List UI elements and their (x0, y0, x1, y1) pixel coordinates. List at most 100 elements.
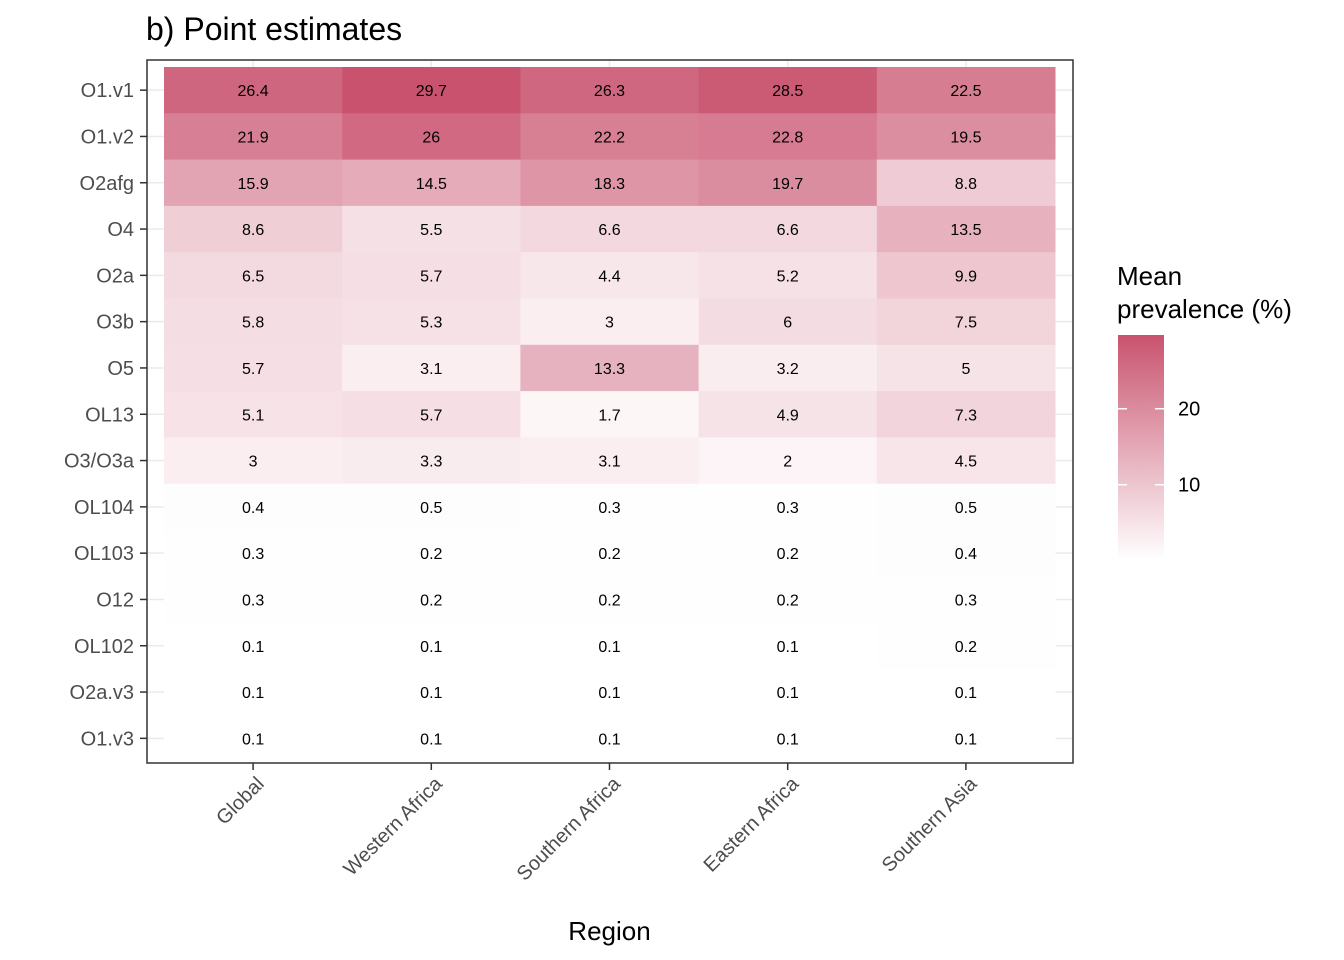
cell-value-label: 6.6 (598, 222, 620, 239)
heatmap-cell-o3b-southern-africa (520, 298, 700, 346)
heatmap-cell-o1-v2-western-africa (342, 113, 521, 161)
y-tick-label-ol102: OL102 (74, 636, 134, 658)
cell-value-label: 3 (249, 454, 258, 471)
heatmap-cell-ol102-southern-africa (520, 622, 700, 670)
x-tick-label-eastern-africa: Eastern Africa (700, 772, 804, 876)
heatmap-cell-o1-v2-global (164, 113, 343, 161)
cell-value-label: 0.2 (420, 592, 442, 609)
cell-value-label: 0.5 (420, 500, 442, 517)
heatmap-cell-o1-v2-southern-africa (520, 113, 700, 161)
cell-value-label: 8.8 (955, 176, 977, 193)
y-tick-label-o2a: O2a (96, 265, 135, 287)
heatmap-cell-o1-v1-western-africa (342, 67, 521, 114)
y-tick-label-ol103: OL103 (74, 543, 134, 565)
y-tick-label-o1-v3: O1.v3 (81, 728, 134, 750)
heatmap-cell-o12-global (164, 576, 343, 624)
heatmap-cell-ol102-eastern-africa (698, 622, 878, 670)
heatmap-cell-o12-eastern-africa (698, 576, 878, 624)
cell-value-label: 5.2 (777, 268, 799, 285)
heatmap-cell-ol13-eastern-africa (698, 391, 878, 438)
cell-value-label: 14.5 (416, 176, 447, 193)
cell-value-label: 5.7 (420, 407, 442, 424)
heatmap-cell-o12-southern-asia (876, 576, 1056, 624)
y-tick-label-o3b: O3b (96, 312, 134, 334)
cell-value-label: 0.1 (242, 639, 264, 656)
heatmap-cell-o2a-v3-southern-asia (876, 668, 1056, 716)
cell-value-label: 7.3 (955, 407, 977, 424)
heatmap-cell-o5-southern-asia (876, 344, 1056, 392)
cell-value-label: 8.6 (242, 222, 264, 239)
legend-ticks: 10 20 (1118, 399, 1200, 497)
heatmap-cell-o2a-eastern-africa (698, 252, 878, 299)
heatmap-cell-o1-v2-southern-asia (876, 113, 1056, 161)
legend-title: Mean prevalence (%) (1117, 261, 1292, 324)
heatmap-cell-ol103-global (164, 530, 343, 577)
heatmap-cell-o12-western-africa (342, 576, 521, 624)
heatmap-cell-ol104-southern-africa (520, 483, 700, 531)
cell-value-label: 4.9 (777, 407, 799, 424)
cell-value-label: 6 (783, 315, 792, 332)
cell-value-label: 0.1 (777, 685, 799, 702)
cell-value-label: 0.2 (598, 592, 620, 609)
heatmap-cell-o5-global (164, 344, 343, 392)
cell-value-label: 5.7 (420, 268, 442, 285)
heatmap-cell-o3b-eastern-africa (698, 298, 878, 346)
cell-value-label: 0.2 (598, 546, 620, 563)
y-axis-ticks: O1.v1 O1.v2 O2afg O4 O2a O3b O5 OL13 O3/O3a OL104… (64, 80, 147, 750)
cell-value-label: 5.5 (420, 222, 442, 239)
heatmap-cell-o4-southern-africa (520, 205, 700, 253)
cell-value-label: 4.5 (955, 454, 977, 471)
cell-value-label: 2 (783, 454, 792, 471)
y-tick-label-o12: O12 (96, 589, 134, 611)
y-tick-label-ol13: OL13 (85, 404, 134, 426)
cell-value-label: 13.5 (950, 222, 981, 239)
cell-value-label: 0.2 (777, 592, 799, 609)
cell-value-label: 26 (422, 129, 440, 146)
heatmap-cell-o5-eastern-africa (698, 344, 878, 392)
heatmap-cell-o4-western-africa (342, 205, 521, 253)
heatmap-cells (164, 67, 1056, 762)
heatmap-cell-ol103-western-africa (342, 530, 521, 577)
heatmap-cell-ol13-global (164, 391, 343, 438)
cell-value-label: 5 (961, 361, 970, 378)
cell-value-label: 26.4 (238, 83, 269, 100)
cell-value-label: 22.8 (772, 129, 803, 146)
heatmap-cell-o3b-global (164, 298, 343, 346)
cell-value-label: 0.1 (420, 639, 442, 656)
x-tick-label-western-africa: Western Africa (340, 772, 448, 880)
heatmap-cell-o3b-western-africa (342, 298, 521, 346)
cell-value-label: 18.3 (594, 176, 625, 193)
cell-value-label: 13.3 (594, 361, 625, 378)
cell-value-label: 0.3 (955, 592, 977, 609)
cell-value-label: 5.1 (242, 407, 264, 424)
heatmap-cell-o1-v1-southern-africa (520, 67, 700, 114)
x-tick-label-global: Global (212, 773, 268, 829)
cell-value-label: 0.3 (242, 546, 264, 563)
cell-value-label: 3.2 (777, 361, 799, 378)
heatmap-cell-o1-v1-southern-asia (876, 67, 1056, 114)
legend-colorbar (1118, 335, 1164, 560)
cell-value-label: 3.1 (598, 454, 620, 471)
heatmap-cell-o3-o3a-western-africa (342, 437, 521, 485)
cell-value-label: 6.5 (242, 268, 264, 285)
cell-value-label: 0.1 (242, 685, 264, 702)
heatmap-cell-ol103-southern-asia (876, 530, 1056, 577)
cell-value-label: 3 (605, 315, 614, 332)
x-tick-label-southern-africa: Southern Africa (513, 772, 626, 885)
heatmap-cell-ol104-western-africa (342, 483, 521, 531)
cell-value-label: 0.1 (242, 731, 264, 748)
heatmap-cell-ol103-eastern-africa (698, 530, 878, 577)
cell-value-labels: 26.4 29.7 26.3 28.5 22.521.9 26 22.2 22.8 19.515… (238, 83, 982, 748)
cell-value-label: 0.1 (420, 685, 442, 702)
heatmap-cell-o2a-v3-western-africa (342, 668, 521, 716)
cell-value-label: 28.5 (772, 83, 803, 100)
heatmap-cell-ol102-southern-asia (876, 622, 1056, 670)
heatmap-cell-o2a-v3-global (164, 668, 343, 716)
heatmap-cell-o2a-western-africa (342, 252, 521, 299)
cell-value-label: 21.9 (238, 129, 269, 146)
cell-value-label: 0.3 (242, 592, 264, 609)
heatmap-cell-o3-o3a-eastern-africa (698, 437, 878, 485)
y-tick-label-o4: O4 (107, 219, 134, 241)
heatmap-cell-o12-southern-africa (520, 576, 700, 624)
